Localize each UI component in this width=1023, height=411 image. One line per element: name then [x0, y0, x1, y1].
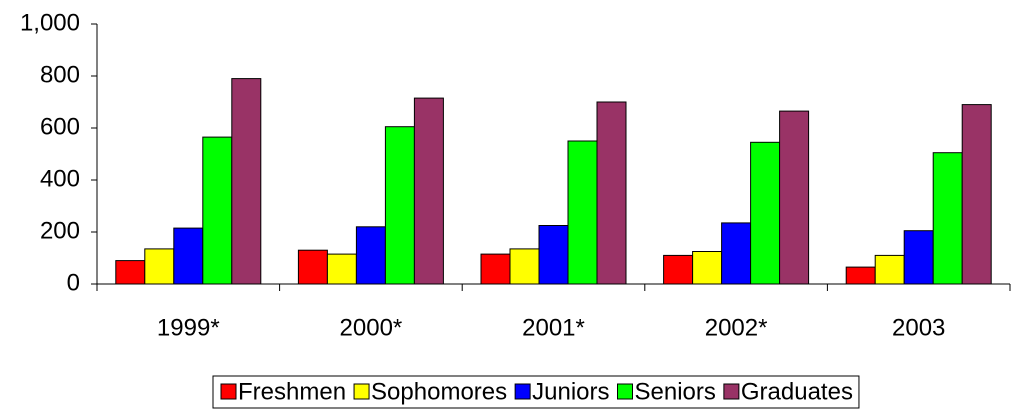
y-tick-label: 1,000: [20, 9, 80, 36]
legend-swatch: [220, 383, 237, 400]
bar: [538, 225, 569, 285]
bar: [779, 110, 810, 285]
bar: [413, 97, 444, 285]
x-tick-label: 2003: [892, 314, 945, 341]
legend-swatch: [723, 383, 740, 400]
legend-label: Juniors: [532, 378, 609, 405]
x-tick-label: 2001*: [522, 314, 585, 341]
legend-label: Sophomores: [371, 378, 507, 405]
x-tick-label: 2000*: [340, 314, 403, 341]
y-tick-label: 0: [67, 269, 80, 296]
bar: [297, 249, 328, 285]
legend-label: Freshmen: [238, 378, 346, 405]
bar: [692, 251, 723, 285]
x-tick-label: 1999*: [157, 314, 220, 341]
bar: [355, 226, 386, 285]
bar: [144, 248, 175, 285]
bar: [903, 230, 934, 285]
legend-box: [212, 375, 860, 409]
bar: [845, 266, 876, 285]
bar: [202, 136, 233, 285]
bar: [874, 254, 905, 285]
legend-label: Seniors: [635, 378, 716, 405]
bar: [596, 101, 627, 285]
legend-label: Graduates: [741, 378, 853, 405]
legend-swatch: [514, 383, 531, 400]
y-tick-label: 200: [40, 217, 80, 244]
y-tick-label: 600: [40, 113, 80, 140]
y-tick-label: 800: [40, 61, 80, 88]
bar: [115, 260, 146, 285]
bar: [567, 140, 598, 285]
bar: [173, 227, 204, 285]
bar: [231, 78, 262, 285]
x-tick-label: 2002*: [705, 314, 768, 341]
bar: [480, 253, 511, 285]
bar: [384, 126, 415, 285]
bar: [326, 253, 357, 285]
bar: [721, 222, 752, 285]
bar: [509, 248, 540, 285]
y-tick-label: 400: [40, 165, 80, 192]
bar: [961, 104, 992, 285]
legend-swatch: [617, 383, 633, 400]
bar: [932, 152, 963, 285]
legend-swatch: [353, 383, 370, 400]
bar: [663, 254, 694, 285]
bar: [750, 141, 781, 285]
